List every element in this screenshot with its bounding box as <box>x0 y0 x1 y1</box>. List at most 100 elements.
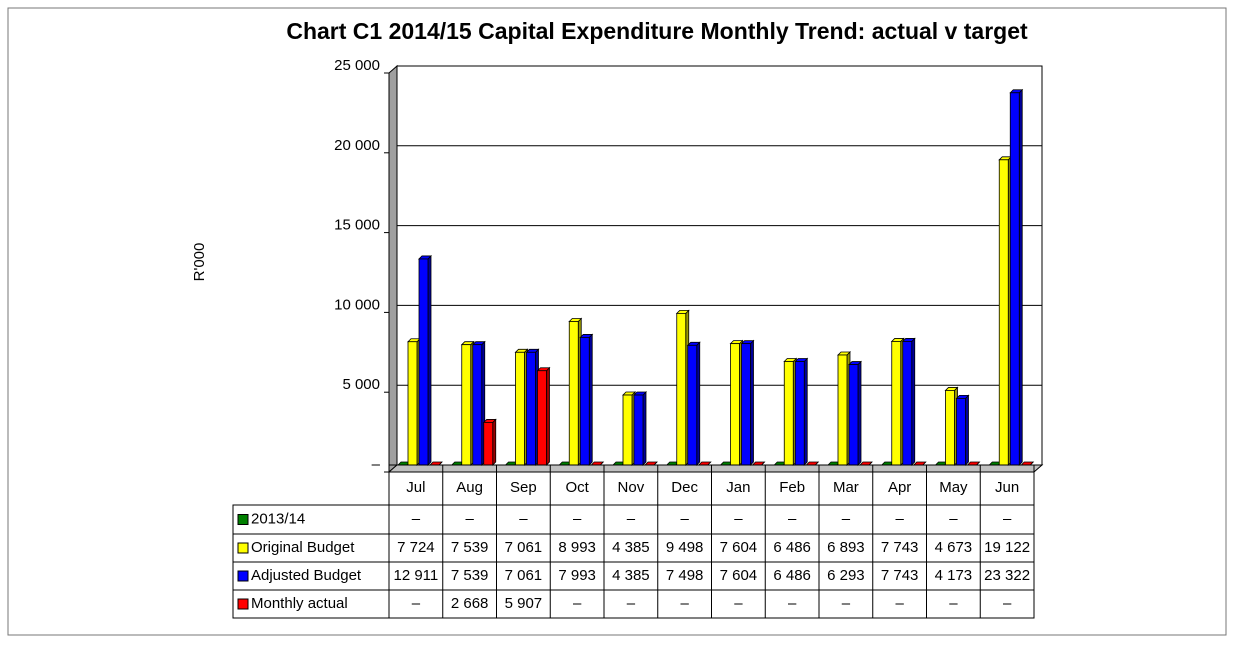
table-value: 6 486 <box>773 539 811 556</box>
x-tick-label: Jan <box>726 479 750 496</box>
table-value: – <box>842 595 851 612</box>
table-value: 7 743 <box>881 567 919 584</box>
table-value: 7 604 <box>720 539 758 556</box>
table-value: – <box>949 510 958 527</box>
table-value: – <box>788 595 797 612</box>
bar <box>730 343 740 466</box>
legend-swatch <box>237 598 249 610</box>
x-tick-label: Nov <box>618 479 645 496</box>
table-value: 7 539 <box>451 539 489 556</box>
table-value: 6 486 <box>773 567 811 584</box>
y-tick-label: – <box>372 456 381 473</box>
table-value: – <box>842 510 851 527</box>
table-value: – <box>465 510 474 527</box>
bar <box>891 341 902 466</box>
bar <box>461 344 472 466</box>
bar-side <box>965 394 969 466</box>
legend-swatch <box>237 514 249 525</box>
bar-side <box>1018 88 1023 466</box>
table-value: – <box>1003 510 1012 527</box>
table-value: 23 322 <box>984 567 1030 584</box>
y-tick-label: 20 000 <box>334 137 380 154</box>
table-value: 4 173 <box>935 567 973 584</box>
chart-title: Chart C1 2014/15 Capital Expenditure Mon… <box>286 18 1028 44</box>
table-value: 19 122 <box>984 539 1030 556</box>
y-axis-label: R'000 <box>191 243 208 282</box>
x-tick-label: Oct <box>565 479 589 496</box>
y-tick-label: 10 000 <box>334 296 380 313</box>
table-value: 9 498 <box>666 539 704 556</box>
bar <box>537 370 547 466</box>
legend-label: Monthly actual <box>251 595 348 612</box>
legend-label: 2013/14 <box>251 510 305 527</box>
table-row <box>232 589 1035 619</box>
bar <box>622 394 633 466</box>
bar-side <box>857 360 862 466</box>
table-value: 4 385 <box>612 539 650 556</box>
table-value: 7 724 <box>397 539 435 556</box>
side-wall <box>388 64 398 474</box>
table-value: – <box>1003 595 1012 612</box>
table-value: – <box>895 595 904 612</box>
table-value: 7 539 <box>451 567 489 584</box>
bar <box>1009 92 1020 466</box>
table-value: 6 893 <box>827 539 865 556</box>
table-value: 6 293 <box>827 567 865 584</box>
legend-swatch <box>237 542 249 554</box>
legend-label: Adjusted Budget <box>251 567 362 584</box>
table-value: 7 743 <box>881 539 919 556</box>
table-value: – <box>949 595 958 612</box>
x-tick-label: Mar <box>833 479 859 496</box>
table-value: 12 911 <box>393 567 438 584</box>
table-value: – <box>412 510 421 527</box>
table-value: 5 907 <box>505 595 543 612</box>
table-value: 7 061 <box>505 539 543 556</box>
table-value: 4 385 <box>612 567 650 584</box>
bar <box>956 397 966 466</box>
table-value: – <box>573 595 582 612</box>
bar <box>902 341 913 466</box>
bar <box>472 344 483 466</box>
x-tick-label: Aug <box>456 479 483 496</box>
table-value: – <box>627 595 636 612</box>
table-value: 2 668 <box>451 595 489 612</box>
bar <box>407 341 418 466</box>
bar <box>418 258 429 466</box>
bar <box>687 344 698 466</box>
table-value: 7 061 <box>505 567 543 584</box>
table-value: – <box>680 510 689 527</box>
y-tick-label: 15 000 <box>334 217 380 234</box>
y-tick-label: 25 000 <box>334 57 380 74</box>
plot-back <box>396 65 1043 466</box>
bar-side <box>750 339 754 466</box>
table-value: 7 993 <box>558 567 596 584</box>
bar-side <box>492 418 497 466</box>
legend-label: Original Budget <box>251 539 355 556</box>
x-tick-label: May <box>939 479 968 496</box>
bar <box>783 361 794 466</box>
table-value: – <box>895 510 904 527</box>
bar <box>945 390 955 466</box>
x-tick-label: Jun <box>995 479 1019 496</box>
bar-side <box>911 337 916 466</box>
bar <box>848 364 859 466</box>
x-tick-label: Feb <box>779 479 805 496</box>
table-value: 7 604 <box>720 567 758 584</box>
bar <box>579 337 590 466</box>
table-value: – <box>734 595 743 612</box>
table-value: – <box>788 510 797 527</box>
x-tick-label: Apr <box>888 479 911 496</box>
bar-side <box>803 357 808 466</box>
bar-side <box>427 254 432 466</box>
bar-side <box>696 341 701 466</box>
bar-side <box>642 391 647 466</box>
table-value: – <box>627 510 636 527</box>
table-value: – <box>680 595 689 612</box>
bar-side <box>546 366 550 466</box>
table-value: – <box>519 510 528 527</box>
table-value: 8 993 <box>558 539 596 556</box>
table-value: – <box>573 510 582 527</box>
table-value: 7 498 <box>666 567 704 584</box>
bar <box>794 361 805 466</box>
